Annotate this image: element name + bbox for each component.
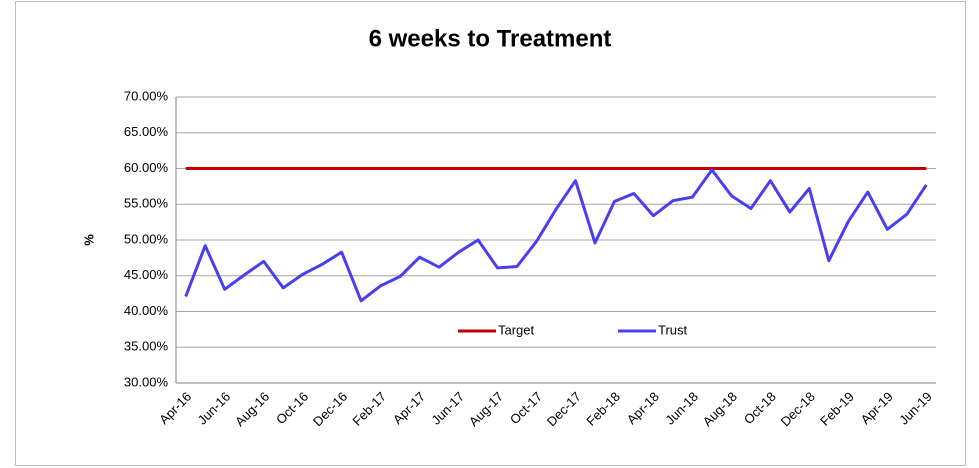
legend-label: Target [498,322,535,337]
y-tick-label: 40.00% [124,303,169,318]
chart-title: 6 weeks to Treatment [369,25,612,52]
y-axis-label: % [81,234,96,246]
y-tick-label: 70.00% [124,88,169,103]
series-line [184,168,928,303]
y-tick-label: 65.00% [124,124,169,139]
y-tick-label: 35.00% [124,339,169,354]
y-tick-label: 60.00% [124,160,169,175]
y-tick-label: 50.00% [124,231,169,246]
y-tick-label: 30.00% [124,374,169,389]
y-tick-label: 45.00% [124,267,169,282]
y-tick-label: 55.00% [124,196,169,211]
legend-label: Trust [658,322,688,337]
chart-border [15,1,966,466]
